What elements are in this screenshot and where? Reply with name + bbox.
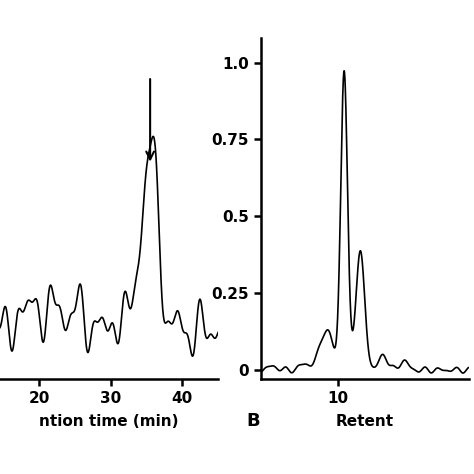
X-axis label: ntion time (min): ntion time (min) — [39, 414, 179, 429]
Text: B: B — [246, 412, 260, 430]
X-axis label: Retent: Retent — [336, 414, 394, 429]
